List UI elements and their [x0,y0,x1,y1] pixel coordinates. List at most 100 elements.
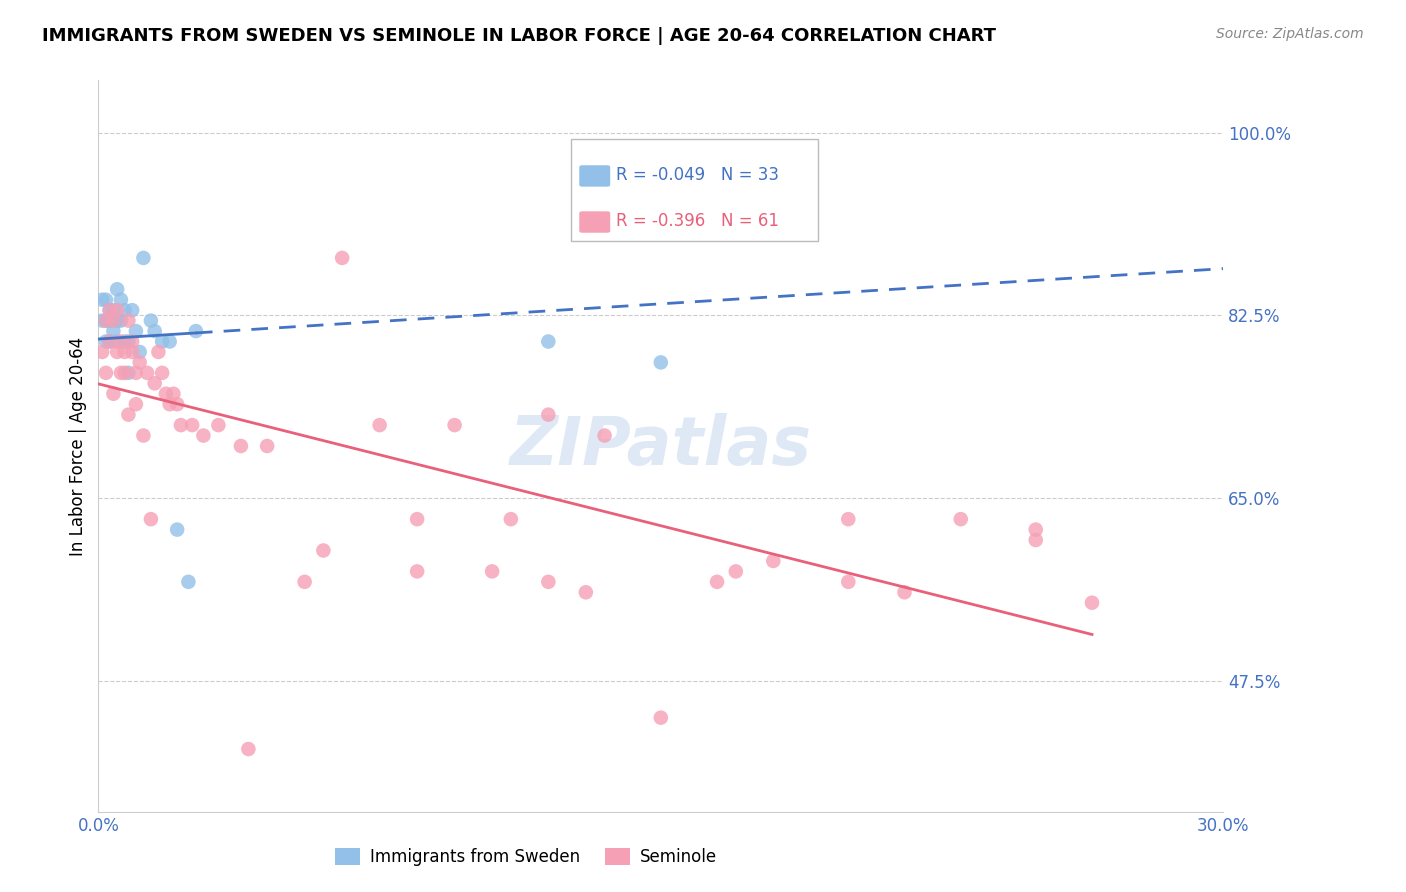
Point [105,282,128,296]
Point [762,554,785,568]
Legend: Immigrants from Sweden, Seminole: Immigrants from Sweden, Seminole [328,841,724,873]
Point [406,565,429,579]
Point [132,428,155,442]
Point [94,313,117,327]
Text: Source: ZipAtlas.com: Source: ZipAtlas.com [1216,27,1364,41]
Point [166,523,188,537]
Point [1081,596,1104,610]
Point [103,313,125,327]
Point [117,408,139,422]
Point [128,355,150,369]
Point [132,251,155,265]
Point [105,334,128,349]
Point [143,376,166,391]
Point [103,303,125,318]
Point [98,303,121,318]
Point [139,512,162,526]
Point [150,366,173,380]
Point [650,711,672,725]
Point [177,574,200,589]
Point [139,313,162,327]
Point [110,293,132,307]
Point [537,334,560,349]
Point [125,397,148,411]
Point [91,293,114,307]
Point [98,334,121,349]
Point [94,293,117,307]
Point [155,386,177,401]
Point [229,439,252,453]
Point [893,585,915,599]
Point [105,303,128,318]
Point [110,334,132,349]
Point [193,428,215,442]
Point [837,512,859,526]
Text: IMMIGRANTS FROM SWEDEN VS SEMINOLE IN LABOR FORCE | AGE 20-64 CORRELATION CHART: IMMIGRANTS FROM SWEDEN VS SEMINOLE IN LA… [42,27,997,45]
Point [312,543,335,558]
Point [537,408,560,422]
Point [294,574,316,589]
Point [368,418,391,433]
Point [706,574,728,589]
Point [94,334,117,349]
Point [162,386,184,401]
Point [103,386,125,401]
Point [98,334,121,349]
Point [114,366,136,380]
Point [159,334,181,349]
Point [94,313,117,327]
Point [593,428,616,442]
Point [114,303,136,318]
Point [143,324,166,338]
Point [121,334,143,349]
Point [114,334,136,349]
Point [105,313,128,327]
Point [98,313,121,327]
Point [117,334,139,349]
Point [150,334,173,349]
Point [94,366,117,380]
Y-axis label: In Labor Force | Age 20-64: In Labor Force | Age 20-64 [69,336,87,556]
Point [110,366,132,380]
Point [121,303,143,318]
Point [238,742,260,756]
Point [125,366,148,380]
Point [128,345,150,359]
Point [91,313,114,327]
Text: ZIPatlas: ZIPatlas [510,413,811,479]
Point [650,355,672,369]
Point [114,345,136,359]
Point [136,366,159,380]
Text: R = -0.049   N = 33: R = -0.049 N = 33 [616,166,779,184]
Point [148,345,170,359]
Point [181,418,204,433]
Point [110,313,132,327]
Point [406,512,429,526]
Point [117,366,139,380]
Point [98,303,121,318]
Point [330,251,353,265]
Point [481,565,503,579]
Point [575,585,598,599]
Point [117,313,139,327]
Point [1025,523,1047,537]
Point [159,397,181,411]
Point [949,512,972,526]
Point [121,345,143,359]
Point [1025,533,1047,547]
Point [837,574,859,589]
Point [537,574,560,589]
Point [166,397,188,411]
Point [443,418,465,433]
Point [125,324,148,338]
Point [631,157,654,171]
Point [184,324,207,338]
Point [91,345,114,359]
Point [724,565,747,579]
Point [207,418,229,433]
Point [105,345,128,359]
Point [170,418,193,433]
Point [256,439,278,453]
Point [103,324,125,338]
Point [499,512,522,526]
